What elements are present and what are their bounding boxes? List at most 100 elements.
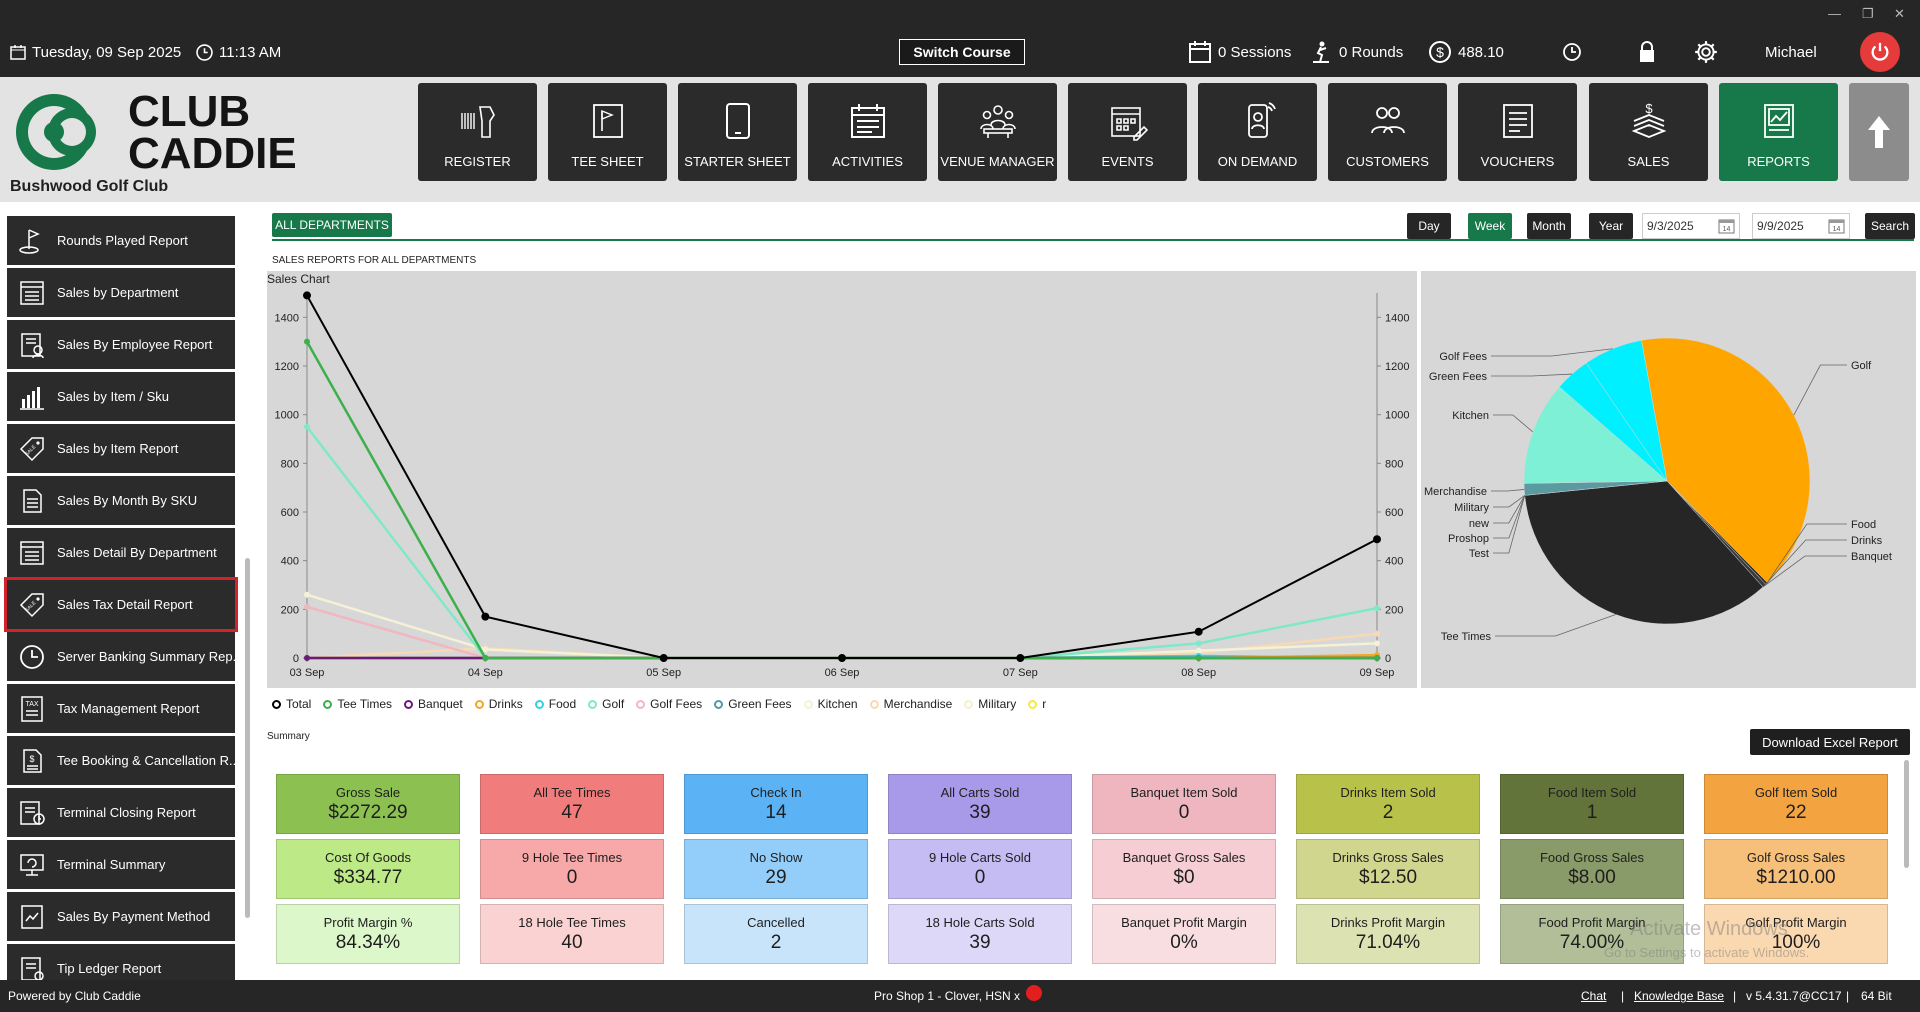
nav-activities-button[interactable]: ACTIVITIES [808,83,927,181]
nav-venue-manager-button[interactable]: VENUE MANAGER [938,83,1057,181]
logo-line1: CLUB [128,88,250,136]
restore-icon[interactable]: ❐ [1862,6,1874,21]
svg-text:TAX: TAX [25,701,38,708]
settings-button[interactable] [1693,40,1719,64]
sessions-indicator[interactable]: 0 Sessions [1188,40,1291,64]
end-date-field[interactable]: 9/9/2025 14 [1752,213,1850,239]
minimize-icon[interactable]: — [1828,6,1841,21]
summary-card-no-show: No Show 29 [684,839,868,899]
nav-customers-button[interactable]: CUSTOMERS [1328,83,1447,181]
sidebar-item-label: Sales by Item Report [57,441,179,456]
nav-vouchers-button[interactable]: VOUCHERS [1458,83,1577,181]
summary-card-18-hole-tee-times: 18 Hole Tee Times 40 [480,904,664,964]
gear-icon [1695,41,1717,63]
nav-events-button[interactable]: EVENTS [1068,83,1187,181]
main-scrollbar[interactable] [1904,760,1909,868]
pie-label: Tee Times [1441,631,1492,643]
card-value: 2 [770,931,782,953]
sidebar-item-rounds-played-report[interactable]: Rounds Played Report [7,216,235,265]
summary-card-food-gross-sales: Food Gross Sales $8.00 [1500,839,1684,899]
card-value: 2 [1382,801,1394,823]
sidebar-item-sales-tax-detail-report[interactable]: SALE Sales Tax Detail Report [4,577,238,632]
history-button[interactable] [1562,40,1582,64]
club-name: Bushwood Golf Club [10,178,169,195]
rounds-indicator[interactable]: 0 Rounds [1309,40,1403,64]
nav-sales-button[interactable]: $ SALES [1589,83,1708,181]
scroll-up-button[interactable] [1849,83,1909,181]
knowledge-base-link[interactable]: Knowledge Base [1634,989,1725,1003]
power-button[interactable] [1860,32,1900,72]
legend-label: Total [286,697,312,711]
sidebar-item-sales-by-department[interactable]: Sales by Department [7,268,235,317]
legend-marker [964,699,974,709]
legend-item[interactable]: r [1028,697,1046,711]
period-year-button[interactable]: Year [1589,213,1633,239]
data-point [1373,535,1381,544]
sidebar-item-terminal-summary[interactable]: Terminal Summary [7,840,235,889]
search-button[interactable]: Search [1865,213,1915,239]
dollar-icon: $ [1429,41,1451,63]
sidebar-item-sales-by-item-report[interactable]: SALE Sales by Item Report [7,424,235,473]
report-sidebar: Rounds Played Report Sales by Department S… [0,202,256,980]
sidebar-item-sales-detail-by-department[interactable]: Sales Detail By Department [7,528,235,577]
sidebar-item-label: Sales Detail By Department [57,545,217,560]
logo-line2: CADDIE [128,129,297,173]
nav-reports-button[interactable]: REPORTS [1719,83,1838,181]
legend-item[interactable]: Tee Times [323,697,392,711]
legend-item[interactable]: Food [534,697,576,711]
rounds-text: 0 Rounds [1339,43,1404,61]
close-icon[interactable]: ✕ [1894,6,1905,21]
legend-marker [636,699,646,709]
data-point [1195,655,1202,661]
chat-link[interactable]: Chat [1581,989,1607,1003]
sidebar-item-tee-booking-cancellation-r[interactable]: $ Tee Booking & Cancellation R... [7,736,235,785]
sidebar-item-tip-ledger-report[interactable]: Tip Ledger Report [7,944,235,980]
balance-text: 488.10 [1458,43,1504,61]
card-value: 0 [1178,801,1190,823]
calendar-picker-icon[interactable]: 14 [1718,218,1735,234]
legend-item[interactable]: Military [964,697,1016,711]
switch-course-button[interactable]: Switch Course [899,39,1025,65]
legend-item[interactable]: Drinks [474,697,523,711]
legend-item[interactable]: Total [272,697,311,711]
nav-tee-sheet-button[interactable]: TEE SHEET [548,83,667,181]
pie-label: Golf Fees [1439,351,1487,363]
nav-starter-sheet-button[interactable]: STARTER SHEET [678,83,797,181]
nav-on-demand-button[interactable]: ON DEMAND [1198,83,1317,181]
legend-item[interactable]: Banquet [404,697,463,711]
date-display: Tuesday, 09 Sep 2025 [10,40,181,64]
sidebar-item-sales-by-payment-method[interactable]: Sales By Payment Method [7,892,235,941]
sidebar-item-label: Server Banking Summary Rep... [57,649,235,664]
period-week-button[interactable]: Week [1468,213,1512,239]
sidebar-item-server-banking-summary-rep[interactable]: Server Banking Summary Rep... [7,632,235,681]
legend-item[interactable]: Golf [588,697,624,711]
time-text: 11:13 AM [219,43,282,61]
calendar-picker-icon[interactable]: 14 [1828,218,1845,234]
download-excel-button[interactable]: Download Excel Report [1750,729,1910,755]
legend-item[interactable]: Green Fees [714,697,792,711]
department-filter-button[interactable]: ALL DEPARTMENTS [272,213,392,237]
summary-card-banquet-gross-sales: Banquet Gross Sales $0 [1092,839,1276,899]
sidebar-item-tax-management-report[interactable]: TAX Tax Management Report [7,684,235,733]
period-month-button[interactable]: Month [1527,213,1571,239]
sidebar-item-sales-by-employee-report[interactable]: Sales By Employee Report [7,320,235,369]
sidebar-scrollbar[interactable] [245,558,250,918]
sidebar-item-sales-by-item-sku[interactable]: Sales by Item / Sku [7,372,235,421]
sidebar-item-terminal-closing-report[interactable]: Terminal Closing Report [7,788,235,837]
pie-label: Test [1469,548,1489,560]
balance-indicator[interactable]: $ 488.10 [1428,40,1504,64]
legend-item[interactable]: Merchandise [869,697,952,711]
user-name[interactable]: Michael [1765,43,1817,61]
data-point [304,338,310,345]
pie-leader-line [1766,523,1847,584]
lock-button[interactable] [1638,40,1656,64]
summary-card-food-item-sold: Food Item Sold 1 [1500,774,1684,834]
legend-marker [803,699,813,709]
period-day-button[interactable]: Day [1407,213,1451,239]
start-date-field[interactable]: 9/3/2025 14 [1642,213,1740,239]
legend-item[interactable]: Golf Fees [636,697,702,711]
card-label: Golf Gross Sales [1746,849,1846,865]
sidebar-item-sales-by-month-by-sku[interactable]: Sales By Month By SKU [7,476,235,525]
nav-register-button[interactable]: REGISTER [418,83,537,181]
legend-item[interactable]: Kitchen [803,697,858,711]
